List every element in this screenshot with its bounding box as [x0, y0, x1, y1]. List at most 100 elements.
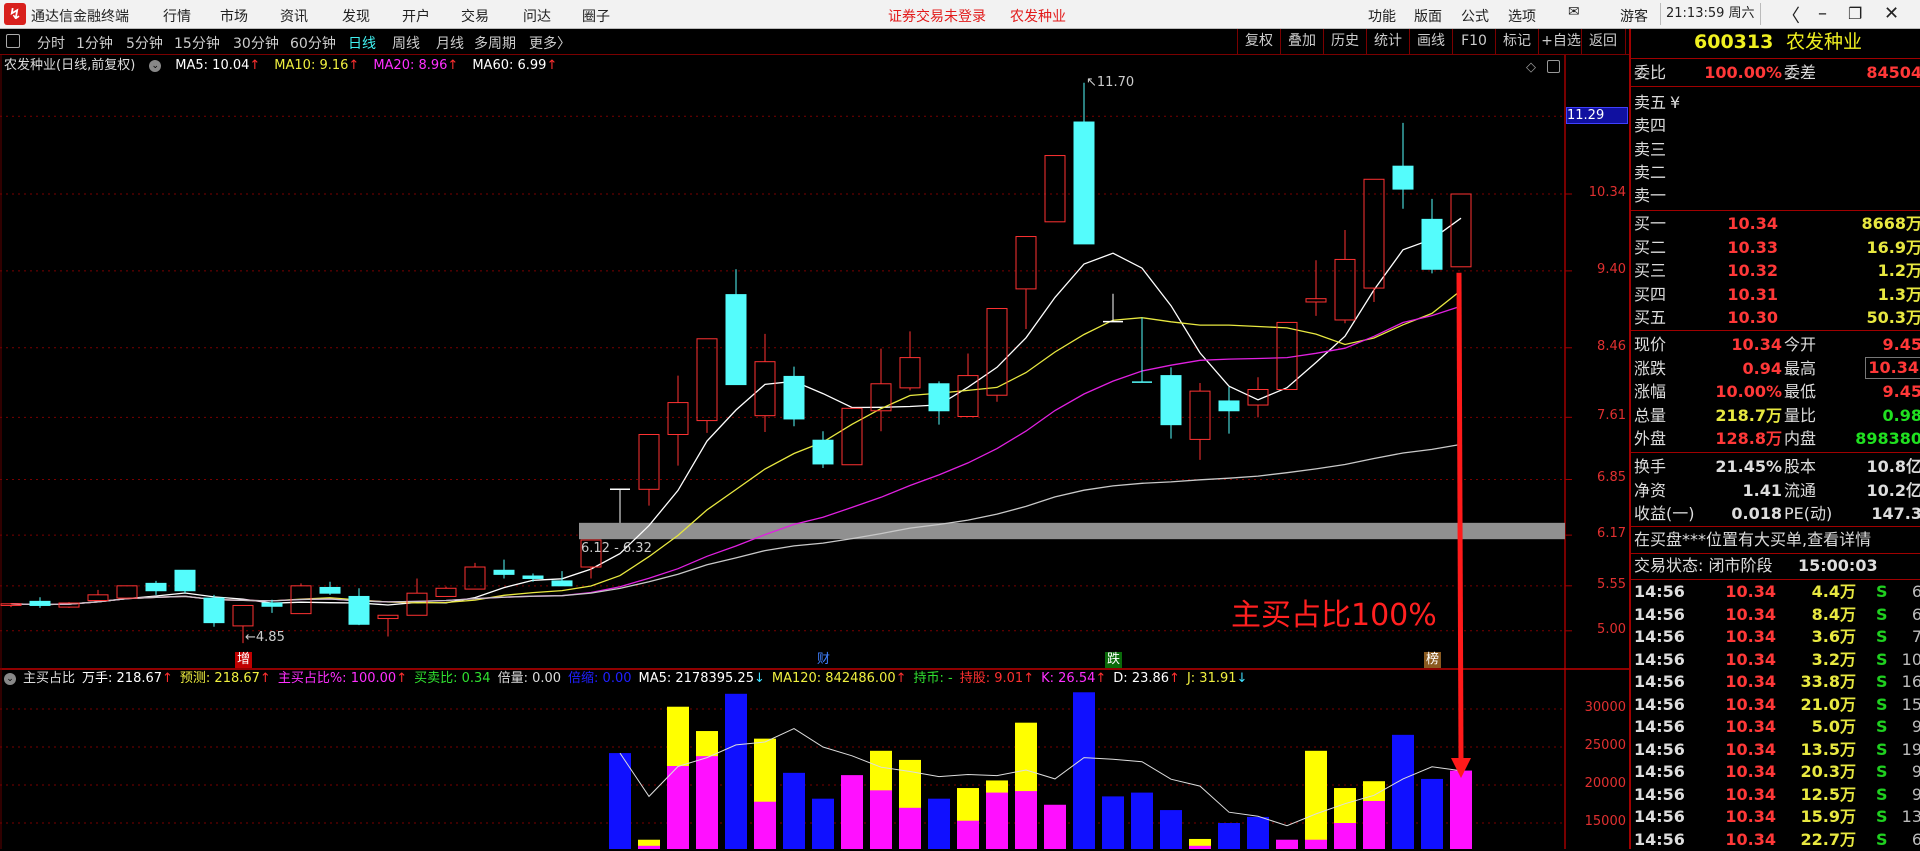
tab-period[interactable]: 多周期 — [474, 36, 516, 52]
trade-price: 10.34 — [1725, 739, 1776, 759]
chevron-down-icon[interactable]: ⌄ — [149, 60, 162, 72]
indicator-bar-buy — [1334, 823, 1356, 849]
indicator-bar — [1305, 750, 1327, 849]
trade-side: S — [1876, 807, 1888, 826]
candle-body — [667, 402, 689, 435]
price: 10.33 — [1727, 237, 1778, 257]
tab-period[interactable]: 周线 — [392, 36, 420, 52]
event-marker[interactable]: 财 — [815, 652, 833, 668]
right-menu-item[interactable]: 公式 — [1461, 9, 1489, 25]
callout-arrow-head — [1451, 758, 1471, 778]
tab-period[interactable]: 分时 — [37, 36, 65, 52]
value: 9.45 — [1882, 382, 1920, 402]
tool-button[interactable]: 返回 — [1581, 29, 1624, 54]
tab-period[interactable]: 月线 — [436, 36, 464, 52]
tool-button[interactable]: +自选 — [1538, 29, 1583, 54]
arrow-up-icon: ↑ — [1095, 671, 1107, 686]
trade-volume: 8.4万 — [1811, 604, 1856, 624]
callout-text: 主买占比100% — [1231, 598, 1437, 633]
mail-icon[interactable]: ✉ — [1568, 4, 1580, 20]
right-menu-item[interactable]: 选项 — [1508, 9, 1536, 25]
volume: 1.2万 — [1877, 261, 1920, 280]
event-marker[interactable]: 榜 — [1424, 652, 1442, 668]
menu-item[interactable]: 圈子 — [582, 9, 610, 25]
diamond-icon[interactable]: ◇ — [1526, 60, 1536, 75]
candle-body — [725, 294, 747, 386]
stock-name: 农发种业 — [1786, 31, 1863, 53]
indicator-legend-item: 买卖比: 0.34 — [414, 671, 491, 686]
trade-time: 14:56 — [1634, 807, 1685, 826]
label: 卖二 — [1634, 162, 1667, 182]
panel-toggle-icon[interactable] — [6, 34, 20, 48]
close-icon[interactable]: ✕ — [1884, 3, 1900, 24]
candle — [261, 599, 283, 613]
quote-row: 现价 10.34 今开 9.45 — [1634, 333, 1920, 356]
chevron-down-icon[interactable]: ⌄ — [4, 673, 16, 685]
kline-chart[interactable] — [0, 0, 1629, 849]
candle-body — [783, 375, 805, 420]
indicator-bar-buy — [638, 845, 660, 849]
event-marker[interactable]: 跌 — [1105, 652, 1123, 668]
arrow-down-icon: ↓ — [753, 671, 765, 686]
minimize-icon[interactable]: – — [1818, 3, 1827, 24]
event-marker[interactable]: 增 — [235, 652, 253, 668]
stock-name-title: 农发种业 — [1010, 9, 1066, 25]
menu-item[interactable]: 市场 — [220, 9, 248, 25]
tool-button[interactable]: F10 — [1452, 29, 1495, 54]
trade-time: 14:56 — [1634, 739, 1685, 759]
tab-period[interactable]: 5分钟 — [126, 36, 163, 52]
tab-period[interactable]: 更多〉 — [529, 36, 571, 52]
back-icon[interactable]: 〈 — [1782, 6, 1800, 27]
ma-legend: 农发种业(日线,前复权) ⌄ MA5: 10.04↑ MA10: 9.16↑ MA2… — [0, 56, 557, 76]
indicator-bar — [841, 775, 863, 849]
indicator-legend-item: K: 26.54↑ — [1041, 671, 1107, 686]
sidebar-toggle-icon[interactable] — [1547, 60, 1560, 73]
tool-button[interactable]: 标记 — [1495, 29, 1538, 54]
candle-body — [1363, 178, 1385, 289]
tab-period[interactable]: 30分钟 — [233, 36, 279, 52]
menu-item[interactable]: 发现 — [342, 9, 370, 25]
trade-count: 9 — [1911, 762, 1920, 781]
menu-item[interactable]: 资讯 — [280, 9, 308, 25]
tool-button[interactable]: 复权 — [1237, 29, 1280, 54]
price-tick-label: 5.55 — [1597, 576, 1626, 592]
indicator-bar-buy — [1305, 839, 1327, 849]
arrow-up-icon: ↑ — [249, 58, 261, 73]
restore-icon[interactable]: ❐ — [1848, 4, 1863, 23]
tool-button[interactable]: 画线 — [1409, 29, 1452, 54]
indicator-bar-buy — [696, 756, 718, 849]
tool-button[interactable]: 叠加 — [1280, 29, 1323, 54]
menu-item[interactable]: 开户 — [402, 9, 430, 25]
indicator-bar-buy — [1015, 791, 1037, 849]
candle — [290, 583, 312, 615]
ma60-line — [10, 443, 1462, 606]
login-status-link[interactable]: 证券交易未登录 — [888, 9, 986, 25]
candle-body — [696, 338, 718, 422]
candle — [348, 588, 370, 626]
right-menu-item[interactable]: 功能 — [1368, 9, 1396, 25]
indicator-legend-item: 持币: - — [913, 671, 953, 686]
label: 委比 — [1634, 63, 1667, 82]
menu-item[interactable]: 行情 — [163, 9, 191, 25]
candle-body — [319, 586, 341, 594]
volume: 1.3万 — [1877, 284, 1920, 304]
menu-item[interactable]: 问达 — [523, 9, 551, 25]
indicator-bar — [1247, 816, 1269, 849]
indicator-bar — [1102, 796, 1124, 849]
trade-row: 14:56 10.34 13.5万 S 19 — [1634, 738, 1920, 761]
tab-period[interactable]: 日线 — [348, 36, 376, 52]
quote-row: 涨跌 0.94 最高 10.34 — [1634, 356, 1920, 380]
fundamental-row: 净资 1.41 流通 10.2亿 — [1634, 479, 1920, 502]
menu-item[interactable]: 交易 — [461, 9, 489, 25]
tool-button[interactable]: 历史 — [1323, 29, 1366, 54]
tab-period[interactable]: 15分钟 — [174, 36, 220, 52]
notice-row[interactable]: 在买盘***位置有大买单,查看详情 — [1634, 528, 1920, 551]
right-menu-item[interactable]: 版面 — [1414, 9, 1442, 25]
tool-button[interactable]: 统计 — [1366, 29, 1409, 54]
user-label[interactable]: 游客 — [1620, 9, 1648, 25]
tab-period[interactable]: 1分钟 — [76, 36, 113, 52]
bid-row: 买五 10.30 50.3万 — [1634, 306, 1920, 329]
tab-period[interactable]: 60分钟 — [290, 36, 336, 52]
candle — [957, 353, 979, 417]
fundamental-row: 换手 21.45% 股本 10.8亿 — [1634, 455, 1920, 478]
